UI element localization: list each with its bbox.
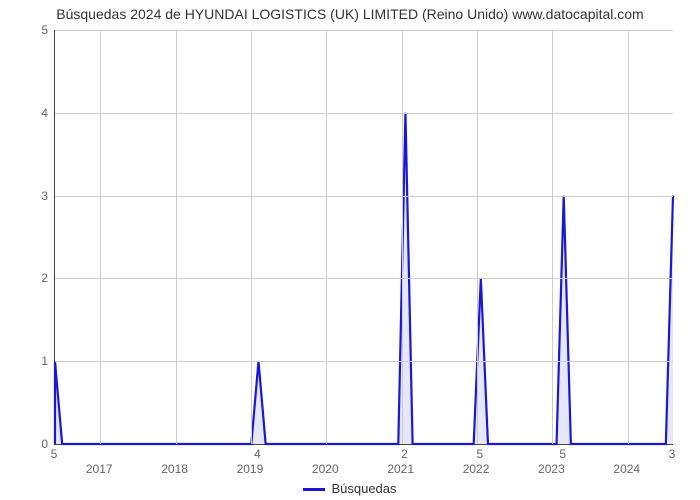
gridline-horizontal (55, 361, 673, 362)
x-axis-year-label: 2021 (387, 462, 414, 476)
x-axis-year-label: 2020 (312, 462, 339, 476)
x-axis-year-label: 2018 (161, 462, 188, 476)
gridline-vertical (477, 30, 478, 444)
x-axis-value-label: 3 (669, 447, 676, 461)
x-axis-value-label: 5 (51, 447, 58, 461)
y-axis-tick-label: 2 (34, 271, 48, 285)
gridline-vertical (552, 30, 553, 444)
x-axis-value-label: 5 (559, 447, 566, 461)
gridline-vertical (100, 30, 101, 444)
x-axis-year-label: 2017 (86, 462, 113, 476)
x-axis-year-label: 2023 (538, 462, 565, 476)
gridline-horizontal (55, 30, 673, 31)
legend-label: Búsquedas (331, 481, 396, 496)
gridline-horizontal (55, 278, 673, 279)
x-axis-value-label: 2 (401, 447, 408, 461)
x-axis-year-label: 2024 (613, 462, 640, 476)
x-axis-year-label: 2022 (463, 462, 490, 476)
chart-legend: Búsquedas (0, 481, 700, 496)
x-axis-value-label: 4 (254, 447, 261, 461)
chart-container: Búsquedas 2024 de HYUNDAI LOGISTICS (UK)… (0, 0, 700, 500)
y-axis-tick-label: 4 (34, 106, 48, 120)
gridline-vertical (326, 30, 327, 444)
gridline-vertical (251, 30, 252, 444)
y-axis-tick-label: 0 (34, 437, 48, 451)
x-axis-year-label: 2019 (237, 462, 264, 476)
y-axis-tick-label: 1 (34, 354, 48, 368)
chart-title: Búsquedas 2024 de HYUNDAI LOGISTICS (UK)… (0, 6, 700, 22)
gridline-vertical (176, 30, 177, 444)
y-axis-tick-label: 3 (34, 189, 48, 203)
y-axis-tick-label: 5 (34, 23, 48, 37)
gridline-vertical (628, 30, 629, 444)
series-line (55, 30, 673, 444)
x-axis-value-label: 5 (476, 447, 483, 461)
gridline-vertical (402, 30, 403, 444)
legend-swatch (303, 488, 325, 491)
chart-plot-area (54, 30, 673, 445)
gridline-horizontal (55, 113, 673, 114)
gridline-horizontal (55, 196, 673, 197)
